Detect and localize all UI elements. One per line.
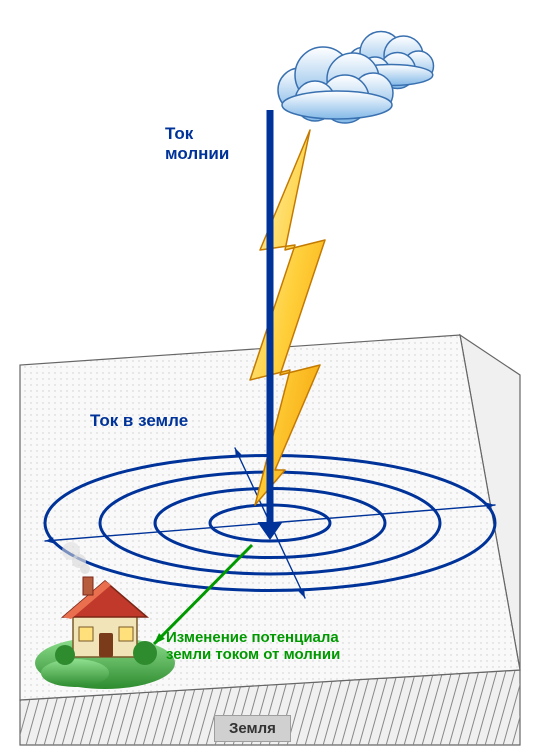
diagram-svg xyxy=(0,0,541,754)
label-earth: Земля xyxy=(214,715,291,742)
cloud-icon xyxy=(278,32,434,124)
diagram-stage: Ток молнии Ток в земле Изменение потенци… xyxy=(0,0,541,754)
